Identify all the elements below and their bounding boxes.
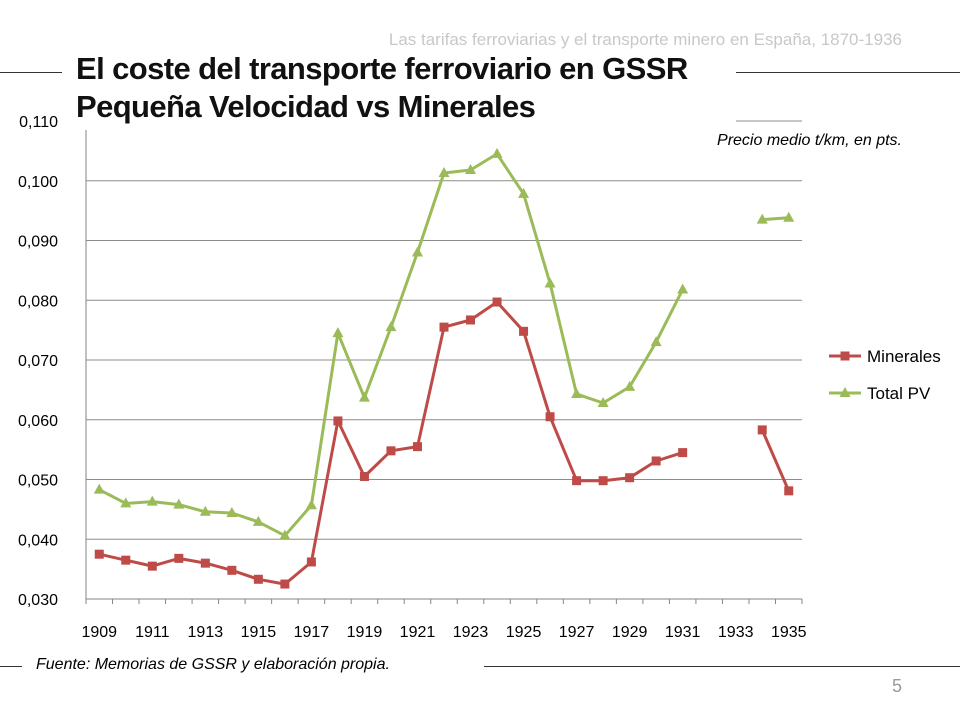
data-point-minerales <box>280 579 290 589</box>
chart-subtitle: Precio medio t/km, en pts. <box>717 132 902 149</box>
data-point-minerales <box>306 557 316 567</box>
data-point-minerales <box>519 326 529 336</box>
data-point-minerales <box>200 558 210 568</box>
data-point-minerales <box>651 456 661 466</box>
data-point-minerales <box>147 561 157 571</box>
y-tick-label: 0,090 <box>18 234 58 251</box>
x-tick-label: 1925 <box>506 624 542 641</box>
data-point-minerales <box>572 476 582 486</box>
x-tick-label: 1915 <box>241 624 277 641</box>
y-tick-label: 0,080 <box>18 293 58 310</box>
data-point-total-pv <box>252 515 264 526</box>
data-point-total-pv <box>199 505 211 516</box>
data-point-minerales <box>757 425 767 435</box>
data-point-minerales <box>174 553 184 563</box>
y-tick-label: 0,050 <box>18 473 58 490</box>
legend-label-minerales: Minerales <box>867 347 941 366</box>
data-point-total-pv <box>120 497 132 508</box>
data-point-total-pv <box>465 163 477 174</box>
y-tick-label: 0,040 <box>18 532 58 549</box>
data-point-total-pv <box>358 391 370 402</box>
data-point-minerales <box>412 442 422 452</box>
presentation-header-text: Las tarifas ferroviarias y el transporte… <box>388 30 902 49</box>
data-point-total-pv <box>438 166 450 177</box>
data-point-total-pv <box>756 213 768 224</box>
data-point-total-pv <box>677 283 689 294</box>
data-point-total-pv <box>491 147 503 158</box>
slide-title: El coste del transporte ferroviario en G… <box>66 50 736 130</box>
x-tick-label: 1909 <box>81 624 117 641</box>
data-point-total-pv <box>411 246 423 257</box>
y-tick-label: 0,030 <box>18 592 58 609</box>
data-point-total-pv <box>571 388 583 399</box>
data-point-minerales <box>784 486 794 496</box>
series-line-total-pv <box>762 216 789 222</box>
data-point-total-pv <box>305 499 317 510</box>
x-tick-label: 1935 <box>771 624 807 641</box>
data-point-minerales <box>598 476 608 486</box>
data-point-total-pv <box>146 495 158 506</box>
x-tick-label: 1911 <box>135 624 170 641</box>
data-point-total-pv <box>385 321 397 332</box>
source-footnote: Fuente: Memorias de GSSR y elaboración p… <box>36 656 390 673</box>
data-point-minerales <box>545 412 555 422</box>
series-line-total-pv <box>98 152 685 538</box>
data-point-minerales <box>333 416 343 426</box>
data-point-total-pv <box>173 498 185 509</box>
y-tick-label: 0,070 <box>18 353 58 370</box>
x-tick-label: 1927 <box>559 624 595 641</box>
legend-marker-minerales <box>840 351 850 361</box>
data-point-total-pv <box>624 380 636 391</box>
data-point-minerales <box>253 574 263 584</box>
top-rule-right <box>722 72 960 73</box>
y-tick-label: 0,110 <box>19 114 58 131</box>
top-rule-left <box>0 72 62 73</box>
series-line-minerales <box>98 300 684 586</box>
data-point-total-pv <box>544 277 556 288</box>
series-line-minerales <box>760 429 791 492</box>
x-tick-label: 1923 <box>453 624 489 641</box>
x-tick-label: 1929 <box>612 624 648 641</box>
data-point-total-pv <box>783 211 795 222</box>
data-point-minerales <box>678 448 688 458</box>
data-point-minerales <box>94 549 104 559</box>
data-point-minerales <box>227 565 237 575</box>
legend-label-total-pv: Total PV <box>867 384 931 403</box>
slide-title-line2: Pequeña Velocidad vs Minerales <box>76 89 536 124</box>
data-point-total-pv <box>650 336 662 347</box>
data-point-total-pv <box>597 397 609 408</box>
legend-marker-total-pv <box>839 387 851 397</box>
x-tick-label: 1917 <box>294 624 330 641</box>
page-number: 5 <box>891 676 902 696</box>
data-point-minerales <box>492 297 502 307</box>
data-point-minerales <box>121 555 131 565</box>
x-tick-label: 1921 <box>400 624 436 641</box>
footer-rule-left <box>0 666 22 667</box>
x-tick-label: 1919 <box>347 624 383 641</box>
y-tick-label: 0,100 <box>18 174 58 191</box>
data-point-minerales <box>386 446 396 456</box>
data-point-minerales <box>359 472 369 482</box>
data-point-total-pv <box>93 483 105 494</box>
data-point-minerales <box>439 322 449 332</box>
x-tick-label: 1933 <box>718 624 754 641</box>
x-tick-label: 1931 <box>665 624 701 641</box>
data-point-minerales <box>625 473 635 483</box>
data-point-total-pv <box>226 506 238 517</box>
data-point-minerales <box>466 315 476 325</box>
data-point-total-pv <box>518 187 530 198</box>
footer-rule-right <box>484 666 960 667</box>
data-point-total-pv <box>332 327 344 338</box>
y-tick-label: 0,060 <box>18 413 58 430</box>
data-point-total-pv <box>279 529 291 540</box>
x-tick-label: 1913 <box>188 624 224 641</box>
slide-title-line1: El coste del transporte ferroviario en G… <box>76 51 688 86</box>
